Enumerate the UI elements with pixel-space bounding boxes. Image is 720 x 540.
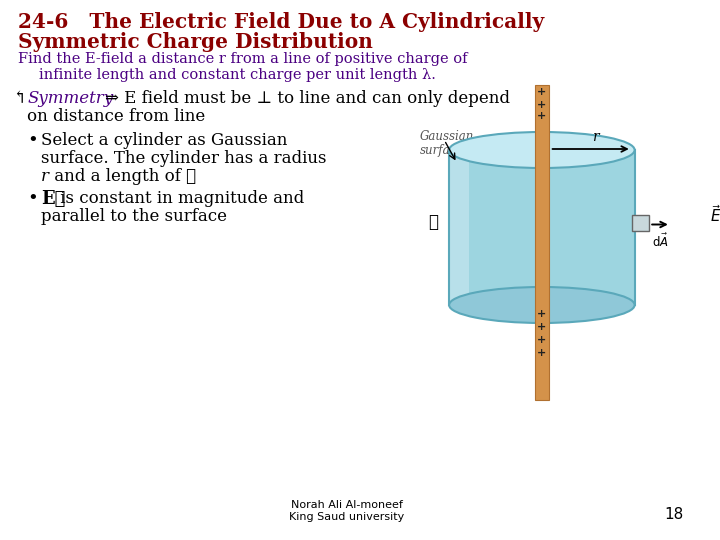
Ellipse shape [449, 132, 634, 168]
Text: Symmetry: Symmetry [27, 90, 114, 107]
Ellipse shape [449, 287, 634, 323]
Text: ℓ: ℓ [428, 214, 438, 231]
Text: on distance from line: on distance from line [27, 108, 206, 125]
Text: Norah Ali Al-moneef: Norah Ali Al-moneef [291, 500, 402, 510]
Text: Symmetric Charge Distribution: Symmetric Charge Distribution [17, 32, 372, 52]
Text: +: + [537, 100, 546, 110]
Text: 24-6   The Electric Field Due to A Cylindrically: 24-6 The Electric Field Due to A Cylindr… [17, 12, 544, 32]
Text: infinite length and constant charge per unit length λ.: infinite length and constant charge per … [39, 68, 436, 82]
Text: parallel to the surface: parallel to the surface [41, 208, 227, 225]
Text: surface: surface [420, 144, 464, 157]
Polygon shape [449, 150, 634, 305]
Text: +: + [537, 335, 546, 345]
Polygon shape [535, 85, 549, 400]
Text: ⇒ E field must be ⊥ to line and can only depend: ⇒ E field must be ⊥ to line and can only… [105, 90, 510, 107]
Text: r: r [41, 168, 49, 185]
Text: surface. The cylinder has a radius: surface. The cylinder has a radius [41, 150, 326, 167]
Polygon shape [449, 150, 469, 305]
Text: •: • [27, 190, 38, 208]
Text: +: + [537, 348, 546, 358]
Text: is constant in magnitude and: is constant in magnitude and [55, 190, 304, 207]
Text: 18: 18 [664, 507, 683, 522]
Text: ↰: ↰ [12, 90, 26, 107]
Text: +: + [537, 322, 546, 332]
Text: E⃗: E⃗ [41, 190, 66, 208]
Text: +: + [537, 309, 546, 319]
Text: Gaussian: Gaussian [420, 130, 474, 143]
Text: King Saud university: King Saud university [289, 512, 404, 522]
Text: +: + [537, 87, 546, 97]
Text: +: + [537, 111, 546, 121]
Text: and a length of ℓ: and a length of ℓ [49, 168, 196, 185]
Text: Select a cylinder as Gaussian: Select a cylinder as Gaussian [41, 132, 287, 149]
Text: Find the E-field a distance r from a line of positive charge of: Find the E-field a distance r from a lin… [17, 52, 467, 66]
Text: •: • [27, 132, 38, 150]
Text: r: r [593, 130, 599, 144]
Text: d$\vec{A}$: d$\vec{A}$ [652, 233, 669, 249]
Polygon shape [631, 214, 649, 231]
Text: $\vec{E}$: $\vec{E}$ [710, 204, 720, 225]
